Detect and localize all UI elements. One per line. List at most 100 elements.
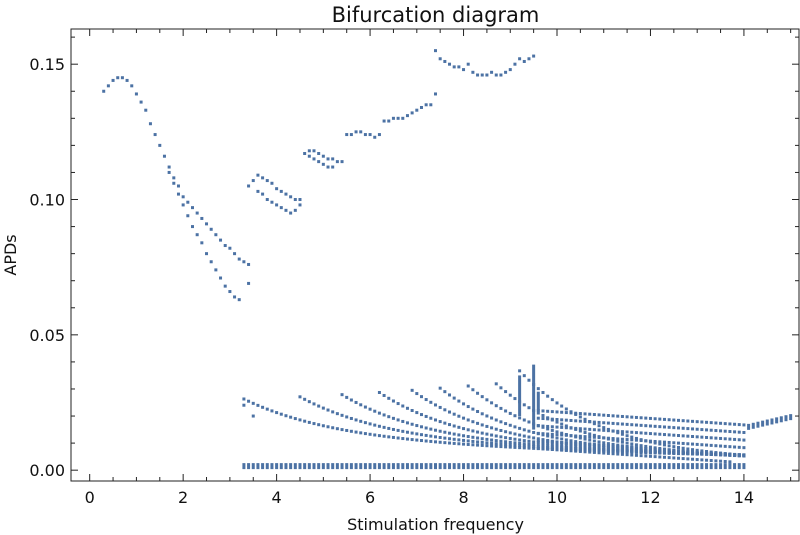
cascade-point-base [293, 463, 297, 470]
cascade-point-base [485, 463, 489, 470]
cascade-point [564, 444, 568, 448]
cascade-point [382, 393, 386, 397]
cascade-band-point [574, 411, 578, 415]
cascade-point-base [602, 463, 606, 470]
cascade-band-point [606, 414, 610, 418]
cascade-band-point [550, 432, 554, 436]
cascade-point [331, 410, 335, 414]
cascade-point [672, 445, 676, 449]
cascade-band-point [625, 438, 629, 442]
cascade-point [251, 414, 255, 418]
cascade-point [256, 403, 260, 407]
cascade-point [415, 392, 419, 396]
cascade-point [592, 433, 596, 437]
cascade-point [452, 412, 456, 416]
cascade-band-point [658, 455, 662, 459]
cascade-point [625, 441, 629, 445]
cascade-point [396, 428, 400, 432]
cascade-band-point [742, 430, 746, 434]
cascade-point [419, 439, 423, 443]
point-middle-band-g [434, 49, 437, 53]
cascade-point-base [340, 463, 344, 470]
cascade-band-point [662, 440, 666, 444]
cascade-point [434, 440, 437, 444]
cascade-point [648, 445, 652, 449]
cascade-point [518, 446, 522, 450]
cascade-point [569, 446, 573, 450]
cascade-point [424, 414, 428, 418]
cascade-point-base [401, 463, 405, 470]
cascade-band-point [644, 431, 648, 435]
point-middle-band-f [410, 111, 414, 115]
point-middle-band-d [317, 160, 321, 164]
point-middle-band-b [265, 198, 269, 202]
cascade-point [634, 443, 638, 447]
cascade-point [611, 442, 615, 446]
cascade-band-point [733, 453, 737, 457]
cascade-band-point [620, 445, 624, 449]
point-period-doubled-low [176, 192, 180, 196]
cascade-point-base [662, 463, 666, 470]
cascade-point [363, 432, 367, 436]
cascade-point [462, 416, 466, 420]
cascade-point [438, 386, 442, 390]
cascade-point [513, 432, 517, 436]
cascade-point [438, 420, 442, 424]
cascade-point [448, 393, 452, 397]
cascade-point [307, 420, 311, 424]
cascade-band-point [583, 427, 587, 431]
point-middle-band-c [326, 157, 330, 161]
cascade-point [410, 438, 414, 442]
point-middle-band-e [363, 133, 367, 137]
cascade-point [522, 434, 526, 438]
cascade-point [518, 438, 522, 442]
cascade-point [466, 405, 470, 409]
cascade-band-point [541, 447, 545, 451]
cascade-point [494, 427, 498, 431]
cascade-band-point [546, 417, 550, 421]
cascade-point [377, 434, 381, 438]
cascade-point [550, 398, 554, 402]
cascade-point [555, 430, 559, 434]
cascade-point [513, 414, 517, 418]
cascade-band-point [723, 444, 727, 448]
cascade-point [448, 431, 452, 435]
cascade-point [644, 444, 648, 448]
cascade-point [494, 439, 498, 443]
cascade-point [448, 423, 452, 427]
cascade-point [279, 412, 283, 416]
cascade-point-base [634, 463, 638, 470]
cascade-point [527, 406, 531, 410]
point-middle-band-b [293, 208, 297, 212]
cascade-point [518, 416, 522, 420]
cascade-band-point [686, 442, 690, 446]
cascade-point [588, 438, 592, 442]
cascade-band-point [719, 452, 723, 456]
cascade-band-point [550, 417, 554, 421]
cascade-point-base [686, 463, 690, 470]
cascade-point [536, 387, 540, 391]
point-middle-band-f [382, 119, 386, 123]
cascade-point-base [700, 463, 704, 470]
cascade-band-point [667, 418, 671, 422]
cascade-band-point [583, 450, 587, 454]
cascade-point [476, 440, 480, 444]
cascade-point [592, 446, 596, 450]
cascade-point [513, 437, 517, 441]
cascade-point [490, 416, 494, 420]
cascade-band-point [686, 449, 690, 453]
cascade-point [452, 437, 456, 441]
cascade-band-point [728, 437, 732, 441]
cascade-point-base [569, 463, 573, 470]
cascade-point [354, 418, 358, 422]
cascade-point [574, 445, 578, 449]
cascade-point [452, 396, 456, 400]
point-upper-branch [237, 257, 241, 261]
cascade-band-point [644, 439, 648, 443]
point-middle-band-g [532, 54, 536, 58]
cascade-point [658, 442, 662, 446]
cascade-point-base [275, 463, 279, 470]
x-tick-label: 14 [734, 488, 754, 507]
cascade-point [443, 421, 447, 425]
